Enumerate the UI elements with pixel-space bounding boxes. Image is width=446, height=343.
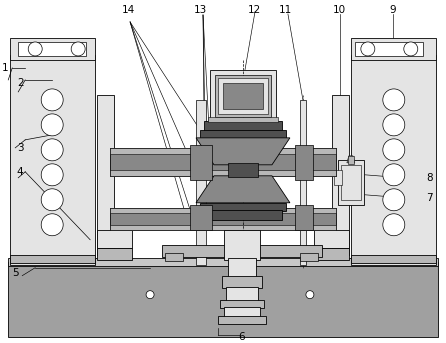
Bar xyxy=(222,276,262,288)
Text: 13: 13 xyxy=(194,5,206,15)
Bar xyxy=(295,145,313,180)
Circle shape xyxy=(146,291,154,299)
Text: 6: 6 xyxy=(239,332,245,342)
Bar xyxy=(224,230,260,260)
Bar xyxy=(110,148,336,154)
Text: 9: 9 xyxy=(389,5,396,15)
Circle shape xyxy=(306,291,314,299)
Bar xyxy=(10,255,95,263)
Bar xyxy=(348,156,354,164)
Bar xyxy=(351,55,436,265)
Circle shape xyxy=(383,139,405,161)
Circle shape xyxy=(41,164,63,186)
Bar xyxy=(300,253,318,261)
Text: 7: 7 xyxy=(426,193,433,203)
Bar xyxy=(200,203,286,211)
Circle shape xyxy=(383,89,405,111)
Bar xyxy=(314,248,349,260)
Bar xyxy=(228,163,258,177)
Polygon shape xyxy=(196,138,290,165)
Bar xyxy=(332,95,349,255)
Text: 10: 10 xyxy=(333,5,347,15)
Bar xyxy=(210,70,276,122)
Bar xyxy=(204,121,282,133)
Bar xyxy=(300,100,306,265)
Bar xyxy=(110,148,336,176)
Bar xyxy=(200,130,286,138)
Bar xyxy=(334,170,342,185)
Text: 4: 4 xyxy=(17,167,24,177)
Bar xyxy=(218,316,266,324)
Text: 11: 11 xyxy=(279,5,293,15)
Circle shape xyxy=(383,164,405,186)
Bar xyxy=(97,95,114,255)
Bar xyxy=(224,307,260,317)
Circle shape xyxy=(41,89,63,111)
Polygon shape xyxy=(347,156,355,163)
Bar xyxy=(8,262,438,336)
Polygon shape xyxy=(196,176,290,203)
Text: 1: 1 xyxy=(2,63,8,73)
Bar xyxy=(351,255,436,263)
Circle shape xyxy=(41,214,63,236)
Bar xyxy=(351,38,436,60)
Bar xyxy=(162,245,322,257)
Bar xyxy=(10,55,95,265)
Bar xyxy=(208,117,278,122)
Bar xyxy=(165,253,183,261)
Bar xyxy=(226,287,258,301)
Text: 5: 5 xyxy=(12,268,19,278)
Circle shape xyxy=(41,139,63,161)
Bar xyxy=(97,248,132,260)
Bar xyxy=(228,258,256,278)
Bar xyxy=(10,38,95,60)
Bar xyxy=(314,230,349,248)
Text: 14: 14 xyxy=(121,5,135,15)
Circle shape xyxy=(28,42,42,56)
Bar xyxy=(190,145,212,180)
Text: 12: 12 xyxy=(248,5,260,15)
Bar xyxy=(110,225,336,230)
Bar xyxy=(204,210,282,220)
Bar xyxy=(338,160,364,205)
Circle shape xyxy=(71,42,85,56)
Text: 3: 3 xyxy=(17,143,24,153)
Bar xyxy=(18,42,86,56)
Bar xyxy=(196,100,206,265)
Circle shape xyxy=(383,214,405,236)
Bar xyxy=(355,42,423,56)
Text: 8: 8 xyxy=(426,173,433,183)
Bar xyxy=(295,205,313,230)
Circle shape xyxy=(41,189,63,211)
Bar xyxy=(97,230,132,248)
Circle shape xyxy=(383,114,405,136)
Bar xyxy=(110,208,336,230)
Bar xyxy=(218,78,268,114)
Circle shape xyxy=(361,42,375,56)
Bar xyxy=(110,170,336,176)
Bar xyxy=(8,258,438,266)
Text: 2: 2 xyxy=(17,78,24,88)
Circle shape xyxy=(404,42,418,56)
Bar xyxy=(215,75,271,117)
Bar xyxy=(341,165,361,200)
Bar xyxy=(223,83,263,109)
Circle shape xyxy=(41,114,63,136)
Circle shape xyxy=(383,189,405,211)
Bar xyxy=(110,208,336,213)
Bar xyxy=(220,300,264,308)
Bar xyxy=(190,205,212,230)
